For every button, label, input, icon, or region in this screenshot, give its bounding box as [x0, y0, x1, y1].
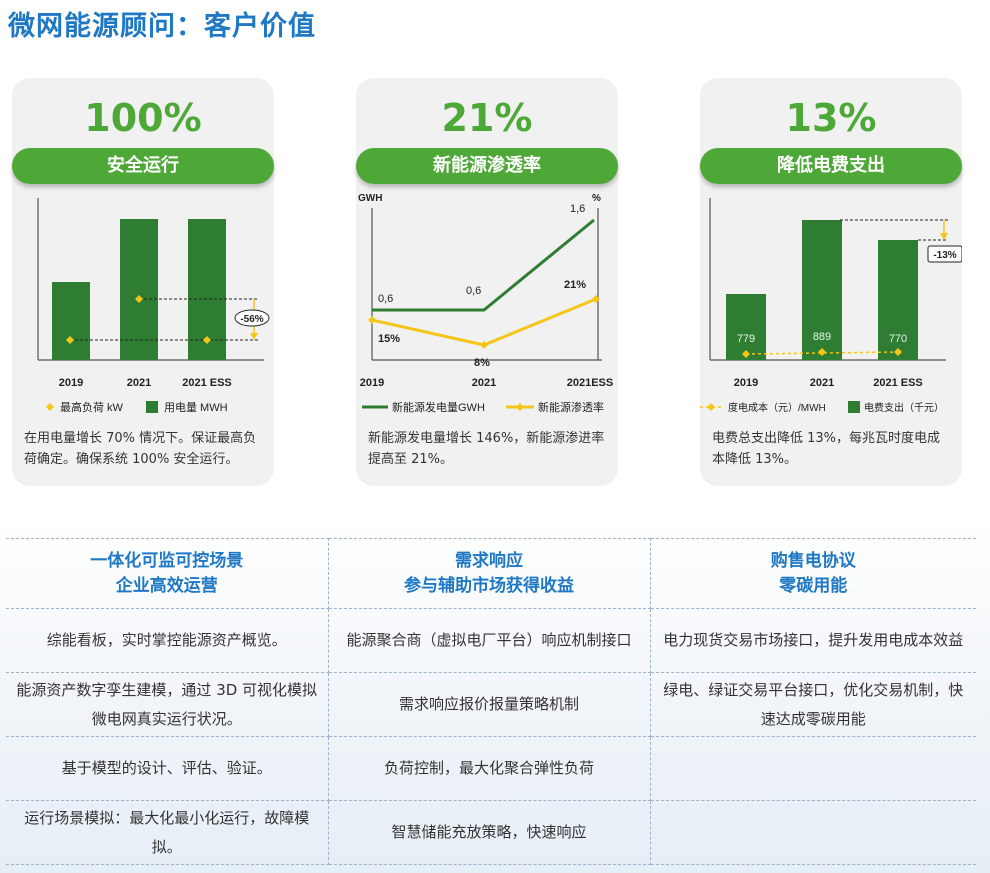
chart-reduce-cost: 779 889 770 -13% 2019 2021 2021 ESS 度电成本… [700, 198, 962, 414]
table-row: 综能看板，实时掌控能源资产概览。 能源聚合商（虚拟电厂平台）响应机制接口 电力现… [6, 608, 976, 673]
data-label: 15% [378, 333, 400, 345]
tick-label: 2021 [810, 377, 834, 389]
bar-2021ess [878, 240, 918, 360]
data-label: 889 [813, 331, 831, 343]
card-big-value: 21% [441, 96, 533, 140]
table-cell: 综能看板，实时掌控能源资产概览。 [6, 608, 329, 673]
tick-label: 2021 ESS [182, 377, 232, 389]
table-cell: 需求响应报价报量策略机制 [328, 672, 651, 737]
chart-renewable-penetration: GWH % 0,6 0,6 1,6 15% 8% 21% 2019 2021 2… [358, 193, 613, 414]
table-header-cell: 需求响应 参与辅助市场获得收益 [328, 538, 651, 609]
table-header-cell: 购售电协议 零碳用能 [650, 538, 976, 609]
legend-square-icon [848, 401, 860, 413]
data-label: 21% [564, 279, 586, 291]
data-label: 1,6 [570, 203, 585, 215]
bar-2019 [726, 294, 766, 360]
page-title: 微网能源顾问：客户价值 [8, 11, 316, 42]
point-2021 [135, 295, 143, 303]
table-header-row: 一体化可监可控场景 企业高效运营 需求响应 参与辅助市场获得收益 购售电协议 零碳用能 [6, 538, 976, 609]
legend-square-icon [146, 401, 158, 413]
data-label: 8% [474, 357, 490, 369]
data-label: 779 [737, 333, 755, 345]
card-description: 新能源发电量增长 146%，新能源渗进率提高至 21%。 [368, 431, 605, 467]
data-label: 770 [889, 333, 907, 345]
card-pill-label: 安全运行 [12, 148, 274, 184]
point [592, 295, 600, 303]
bar-2019 [52, 282, 90, 360]
table-cell: 负荷控制，最大化聚合弹性负荷 [328, 736, 651, 801]
table-cell: 能源聚合商（虚拟电厂平台）响应机制接口 [328, 608, 651, 673]
y-axis-label: GWH [358, 193, 382, 204]
series-line-generation [372, 218, 595, 312]
table-header-cell: 一体化可监可控场景 企业高效运营 [6, 538, 329, 609]
cost-line [745, 351, 899, 355]
tick-label: 2021 [472, 377, 496, 389]
table-cell [650, 800, 976, 865]
bar-2021 [120, 219, 158, 360]
table-cell: 运行场景模拟：最大化最小化运行，故障模拟。 [6, 800, 329, 865]
legend-item: 新能源发电量GWH [392, 400, 485, 414]
table-cell: 能源资产数字孪生建模，通过 3D 可视化模拟微电网真实运行状况。 [6, 672, 329, 737]
tick-label: 2019 [59, 377, 83, 389]
card-big-value: 100% [84, 96, 202, 140]
chart-safe-operation: -56% 2019 2021 2021 ESS 最高负荷 kW 用电量 MWH [37, 198, 270, 414]
data-label: 0,6 [378, 293, 393, 305]
legend-item: 电费支出（千元） [864, 401, 944, 414]
point-2021ess [203, 336, 211, 344]
tick-label: 2021 [127, 377, 151, 389]
point [480, 341, 488, 349]
y2-axis-label: % [592, 193, 601, 204]
tick-label: 2021ESS [567, 377, 613, 389]
table-row: 基于模型的设计、评估、验证。 负荷控制，最大化聚合弹性负荷 [6, 736, 976, 801]
table-cell [650, 736, 976, 801]
card-renewable-penetration: 21% 新能源渗透率 GWH % 0,6 0,6 1,6 15% 8% 21% … [356, 78, 618, 486]
card-pill-label: 新能源渗透率 [356, 148, 618, 184]
legend-item: 用电量 MWH [164, 401, 228, 414]
legend-item: 最高负荷 kW [60, 400, 124, 414]
table-row: 运行场景模拟：最大化最小化运行，故障模拟。 智慧储能充放策略，快速响应 [6, 800, 976, 865]
series-line-penetration [371, 297, 597, 347]
card-description: 在用电量增长 70% 情况下。保证最高负荷确定。确保系统 100% 安全运行。 [24, 431, 257, 467]
table-cell: 智慧储能充放策略，快速响应 [328, 800, 651, 865]
bar-2021 [802, 220, 842, 360]
point-2019 [66, 336, 74, 344]
table-row: 能源资产数字孪生建模，通过 3D 可视化模拟微电网真实运行状况。 需求响应报价报… [6, 672, 976, 737]
annotation-label: -56% [240, 314, 263, 325]
legend-item: 度电成本（元）/MWH [728, 401, 826, 414]
table-cell: 基于模型的设计、评估、验证。 [6, 736, 329, 801]
card-pill-label: 降低电费支出 [700, 148, 962, 184]
legend-diamond-icon [46, 403, 54, 411]
legend-item: 新能源渗透率 [538, 400, 604, 414]
card-reduce-cost: 13% 降低电费支出 779 889 770 -13% 2019 2021 20… [700, 78, 962, 486]
table-cell: 绿电、绿证交易平台接口，优化交易机制，快速达成零碳用能 [650, 672, 976, 737]
point [368, 316, 376, 324]
card-description: 电费总支出降低 13%，每兆瓦时度电成本降低 13%。 [712, 431, 941, 467]
tick-label: 2019 [734, 377, 758, 389]
table-cell: 电力现货交易市场接口，提升发用电成本效益 [650, 608, 976, 673]
value-table: 一体化可监可控场景 企业高效运营 需求响应 参与辅助市场获得收益 购售电协议 零碳用能… [6, 538, 976, 865]
card-big-value: 13% [785, 96, 877, 140]
data-label: 0,6 [466, 285, 481, 297]
tick-label: 2019 [360, 377, 384, 389]
annotation-label: -13% [933, 250, 956, 261]
tick-label: 2021 ESS [873, 377, 923, 389]
card-safe-operation: 100% 安全运行 -56% 2019 2021 2021 ESS 最高负荷 k… [12, 78, 274, 486]
